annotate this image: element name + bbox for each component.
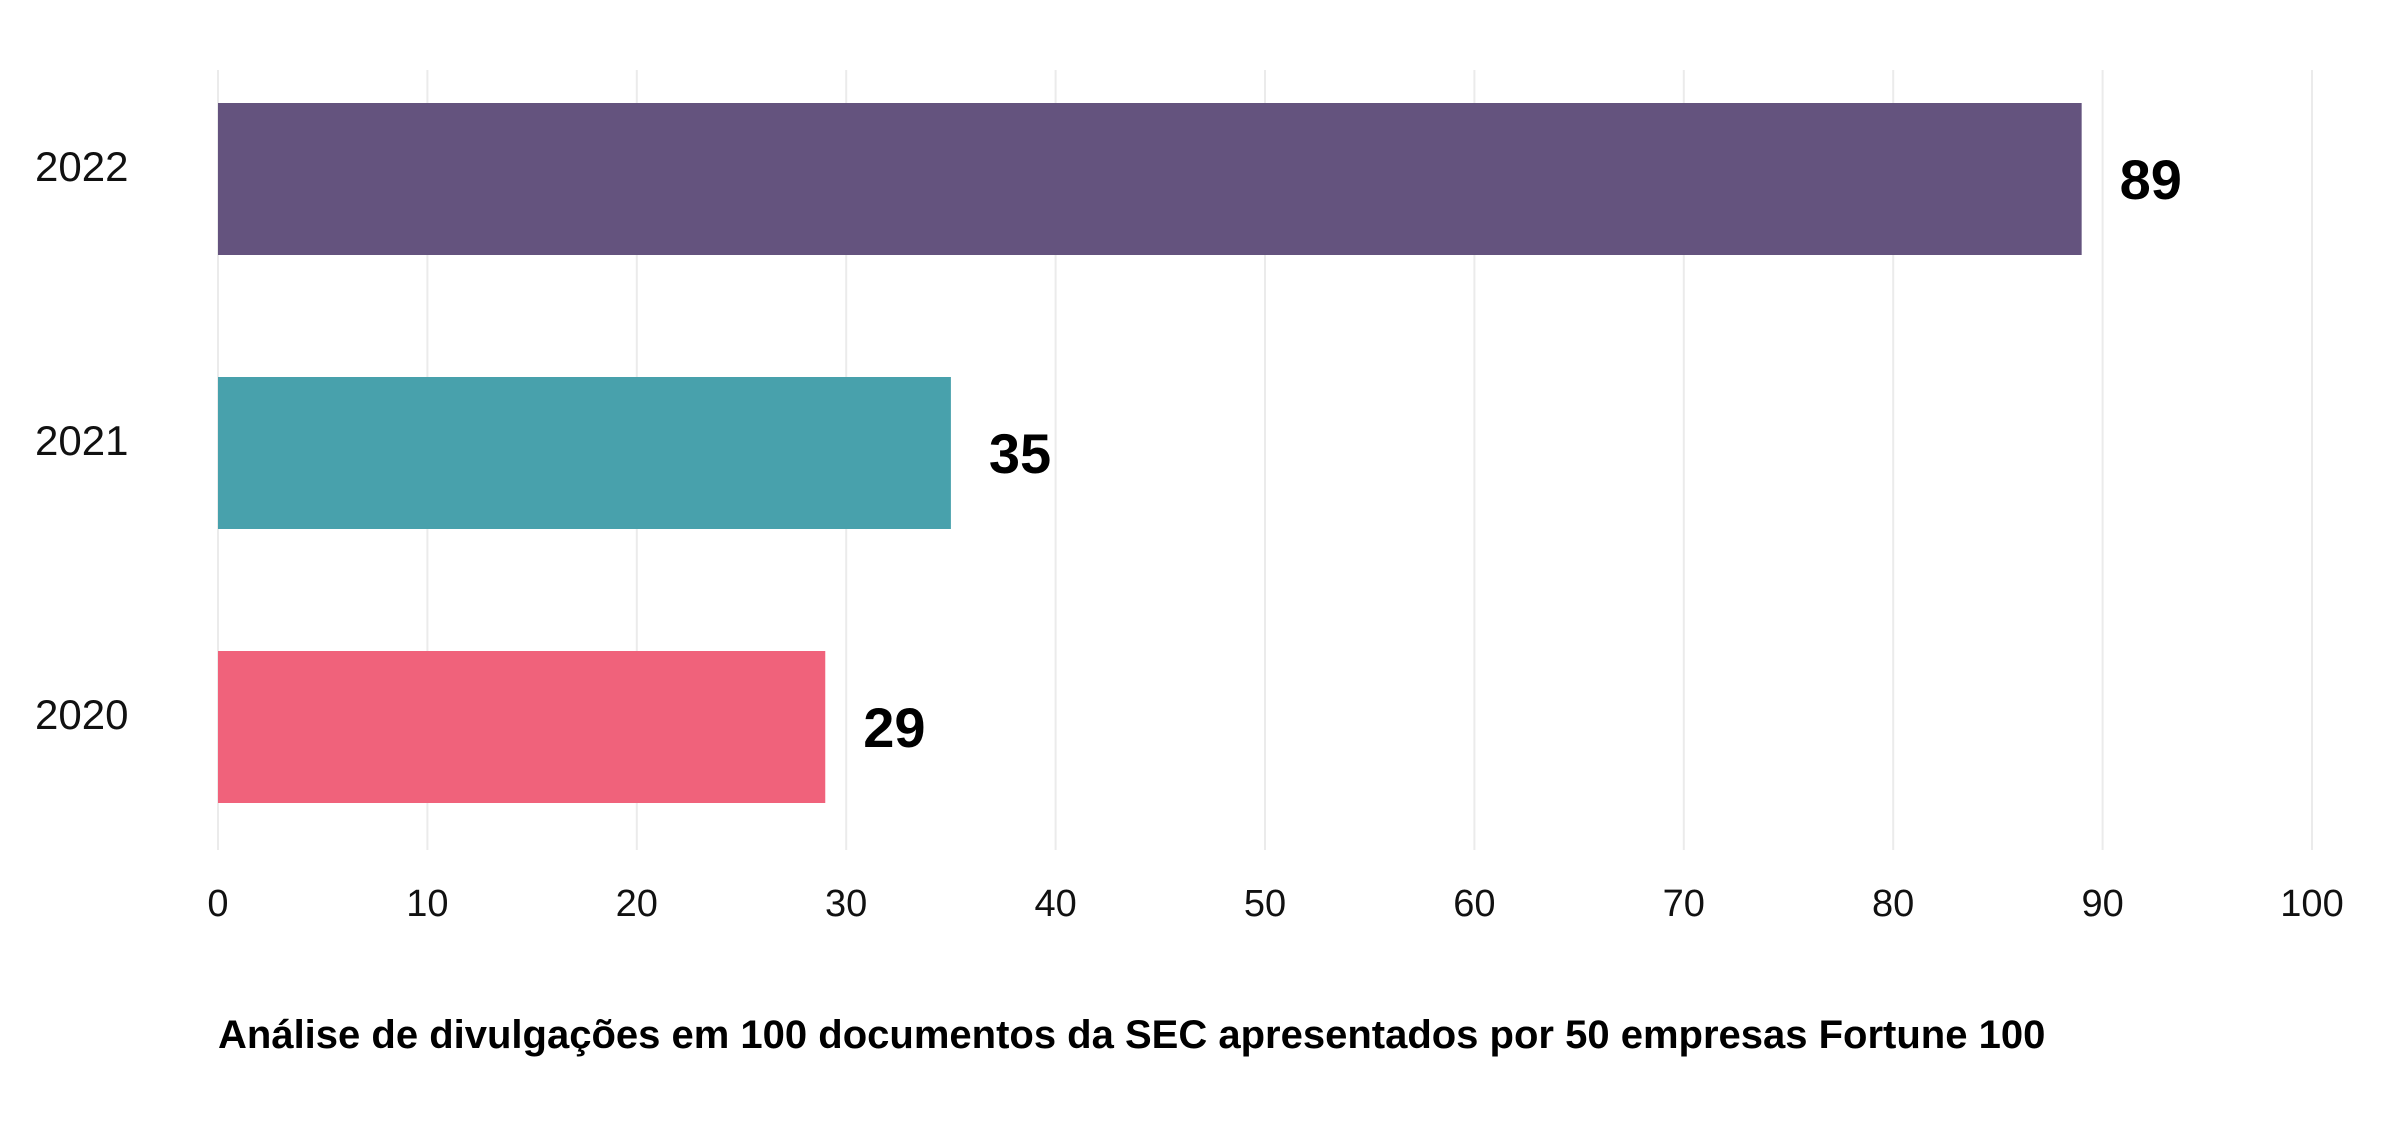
x-tick-label-0: 0: [207, 883, 228, 925]
x-tick-label-30: 30: [825, 883, 867, 925]
x-tick-label-20: 20: [616, 883, 658, 925]
x-tick-label-90: 90: [2081, 883, 2123, 925]
x-axis-ticks: 0 10 20 30 40 50 60 70 80 90 100: [207, 883, 2343, 925]
x-tick-label-50: 50: [1244, 883, 1286, 925]
value-label-2020: 29: [863, 696, 925, 759]
bar-2020: [218, 651, 826, 803]
category-labels: 2022 2021 2020: [35, 143, 128, 738]
x-tick-label-60: 60: [1453, 883, 1495, 925]
bars: [218, 103, 2082, 803]
category-label-2020: 2020: [35, 691, 128, 738]
category-label-2021: 2021: [35, 417, 128, 464]
category-label-2022: 2022: [35, 143, 128, 190]
value-label-2022: 89: [2120, 148, 2182, 211]
x-tick-label-100: 100: [2280, 883, 2343, 925]
x-tick-label-10: 10: [406, 883, 448, 925]
x-tick-label-80: 80: [1872, 883, 1914, 925]
x-tick-label-40: 40: [1034, 883, 1076, 925]
bar-2022: [218, 103, 2082, 255]
chart-caption: Análise de divulgações em 100 documentos…: [218, 1013, 2045, 1057]
x-tick-label-70: 70: [1663, 883, 1705, 925]
value-labels: 89 35 29: [863, 148, 2182, 759]
bar-2021: [218, 377, 951, 529]
value-label-2021: 35: [989, 422, 1051, 485]
